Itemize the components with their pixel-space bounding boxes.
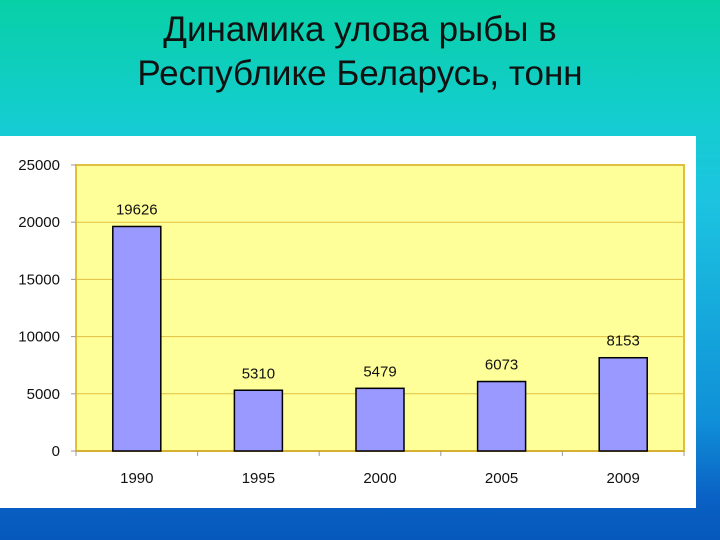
y-tick-label: 5000 [27,386,60,403]
data-label: 5310 [242,365,275,382]
x-tick-label: 2005 [485,470,518,487]
bar-2009 [598,356,648,452]
data-label: 5479 [363,363,396,380]
y-tick-label: 10000 [18,329,60,346]
x-tick-label: 2009 [607,470,640,487]
data-label: 8153 [607,333,640,350]
x-tick-label: 1995 [242,470,275,487]
x-tick-label: 2000 [363,470,396,487]
bar-2000 [355,387,405,452]
bar-2005 [476,380,527,452]
bar-1995 [233,389,284,452]
data-label: 19626 [116,201,158,218]
x-tick-label: 1990 [120,470,153,487]
y-tick-label: 20000 [18,214,60,231]
title-line-1: Динамика улова рыбы в [163,10,557,49]
title-line-2: Республике Беларусь, тонн [137,54,583,93]
slide-title: Динамика улова рыбы в Республике Беларус… [0,8,720,96]
y-tick-label: 25000 [18,157,60,174]
data-label: 6073 [485,357,518,374]
y-tick-label: 15000 [18,271,60,288]
bar-1990 [112,225,162,452]
y-tick-label: 0 [52,443,60,460]
